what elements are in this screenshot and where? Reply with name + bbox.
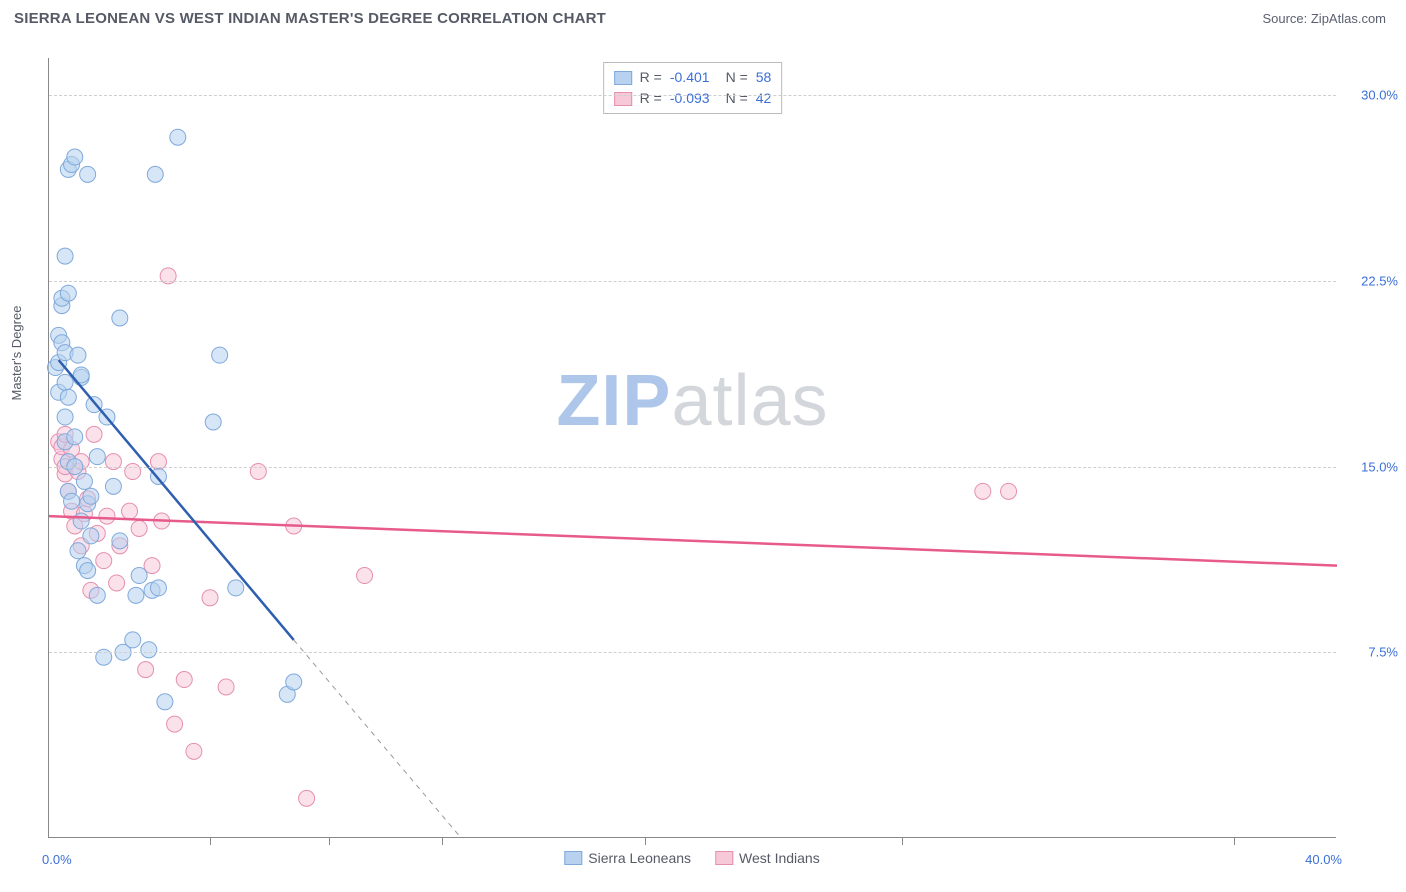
legend-swatch — [564, 851, 582, 865]
scatter-point — [86, 426, 102, 442]
series-legend: Sierra Leoneans West Indians — [564, 850, 819, 866]
scatter-point — [202, 590, 218, 606]
gridline — [49, 281, 1336, 282]
scatter-point — [67, 429, 83, 445]
scatter-point — [128, 587, 144, 603]
scatter-point — [138, 662, 154, 678]
r-value: -0.093 — [670, 88, 710, 109]
chart-plot-area: Master's Degree ZIPatlas R =-0.401N =58R… — [48, 58, 1336, 838]
scatter-point — [186, 743, 202, 759]
scatter-point — [212, 347, 228, 363]
y-axis-label: Master's Degree — [9, 305, 24, 400]
regression-line — [294, 640, 461, 838]
legend-swatch — [614, 71, 632, 85]
scatter-point — [131, 568, 147, 584]
scatter-point — [112, 310, 128, 326]
scatter-point — [286, 674, 302, 690]
chart-header: SIERRA LEONEAN VS WEST INDIAN MASTER'S D… — [0, 0, 1406, 33]
scatter-svg — [49, 58, 1336, 837]
scatter-point — [131, 520, 147, 536]
scatter-point — [1001, 483, 1017, 499]
scatter-point — [73, 513, 89, 529]
scatter-point — [83, 488, 99, 504]
x-axis-labels: 0.0% 40.0% Sierra LeoneansWest Indians — [48, 848, 1336, 878]
r-label: R = — [640, 88, 662, 109]
scatter-point — [176, 672, 192, 688]
r-label: R = — [640, 67, 662, 88]
scatter-point — [83, 528, 99, 544]
scatter-point — [89, 449, 105, 465]
scatter-point — [228, 580, 244, 596]
x-tick — [645, 837, 646, 845]
scatter-point — [67, 149, 83, 165]
x-tick — [1234, 837, 1235, 845]
legend-label: West Indians — [739, 850, 820, 866]
scatter-point — [218, 679, 234, 695]
scatter-point — [170, 129, 186, 145]
gridline — [49, 652, 1336, 653]
gridline — [49, 467, 1336, 468]
scatter-point — [70, 543, 86, 559]
scatter-point — [80, 166, 96, 182]
scatter-point — [70, 347, 86, 363]
scatter-point — [147, 166, 163, 182]
legend-item: West Indians — [715, 850, 820, 866]
scatter-point — [60, 389, 76, 405]
scatter-point — [299, 790, 315, 806]
y-tick-label: 30.0% — [1342, 88, 1398, 103]
x-axis-min-label: 0.0% — [42, 852, 72, 867]
x-tick — [902, 837, 903, 845]
source-label: Source: ZipAtlas.com — [1262, 11, 1386, 26]
scatter-point — [80, 563, 96, 579]
chart-title: SIERRA LEONEAN VS WEST INDIAN MASTER'S D… — [14, 10, 606, 27]
scatter-point — [357, 568, 373, 584]
scatter-point — [76, 473, 92, 489]
scatter-point — [975, 483, 991, 499]
n-label: N = — [726, 88, 748, 109]
stats-row: R = -0.093 N = 42 — [614, 88, 772, 109]
scatter-point — [57, 248, 73, 264]
gridline — [49, 95, 1336, 96]
n-label: N = — [726, 67, 748, 88]
scatter-point — [141, 642, 157, 658]
scatter-point — [99, 508, 115, 524]
scatter-point — [64, 493, 80, 509]
scatter-point — [96, 553, 112, 569]
scatter-point — [89, 587, 105, 603]
n-value: 42 — [756, 88, 772, 109]
x-tick — [442, 837, 443, 845]
legend-label: Sierra Leoneans — [588, 850, 691, 866]
scatter-point — [60, 285, 76, 301]
legend-item: Sierra Leoneans — [564, 850, 691, 866]
regression-line — [49, 516, 1337, 566]
n-value: 58 — [756, 67, 772, 88]
scatter-point — [57, 409, 73, 425]
legend-swatch — [715, 851, 733, 865]
stats-row: R = -0.401 N = 58 — [614, 67, 772, 88]
x-axis-max-label: 40.0% — [1305, 852, 1342, 867]
x-tick — [329, 837, 330, 845]
r-value: -0.401 — [670, 67, 710, 88]
y-tick-label: 15.0% — [1342, 459, 1398, 474]
legend-swatch — [614, 92, 632, 106]
stats-legend: R = -0.401 N = 58 R = -0.093 N = 42 — [603, 62, 783, 114]
scatter-point — [122, 503, 138, 519]
scatter-point — [112, 533, 128, 549]
scatter-point — [109, 575, 125, 591]
scatter-point — [57, 374, 73, 390]
y-tick-label: 7.5% — [1342, 645, 1398, 660]
scatter-point — [205, 414, 221, 430]
scatter-point — [125, 632, 141, 648]
scatter-point — [167, 716, 183, 732]
x-tick — [210, 837, 211, 845]
scatter-point — [150, 580, 166, 596]
scatter-point — [105, 478, 121, 494]
scatter-point — [157, 694, 173, 710]
y-tick-label: 22.5% — [1342, 273, 1398, 288]
